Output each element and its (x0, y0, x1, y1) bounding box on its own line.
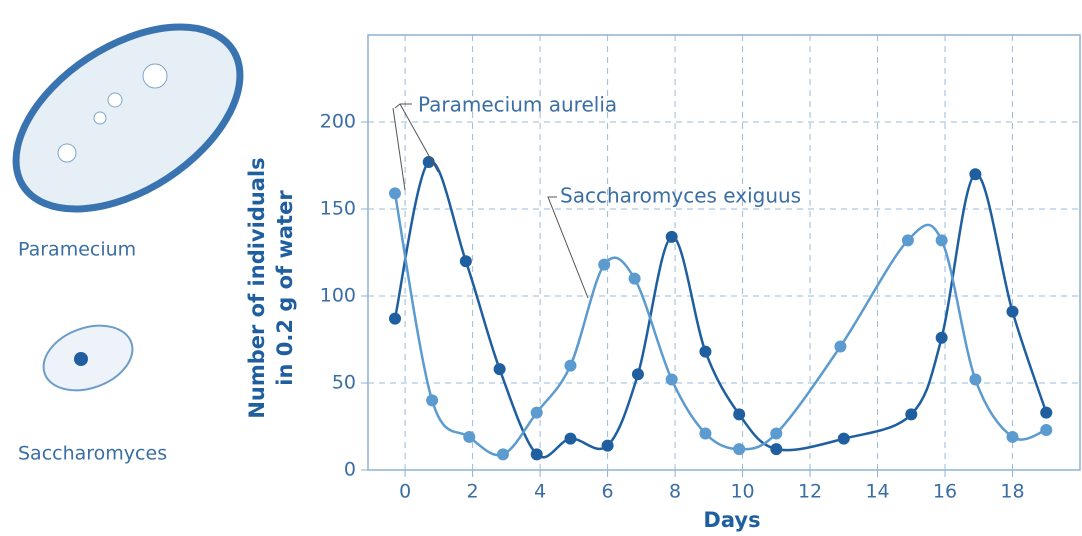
paramecium-illustration (12, 23, 244, 213)
data-point (598, 258, 611, 271)
data-point (493, 363, 506, 376)
y-tick-label: 200 (320, 111, 356, 133)
x-axis-label: Days (703, 508, 760, 532)
illustration-label: Saccharomyces (18, 443, 167, 465)
data-point (770, 443, 783, 456)
data-point (1006, 305, 1019, 318)
data-point (426, 394, 439, 407)
data-point (496, 448, 509, 461)
data-point (733, 443, 746, 456)
data-point (530, 448, 543, 461)
data-point (665, 373, 678, 386)
saccharomyces-illustration (42, 324, 134, 392)
data-point (935, 234, 948, 247)
data-point (733, 408, 746, 421)
data-point (388, 187, 401, 200)
y-tick-label: 50 (332, 372, 356, 394)
data-point (463, 430, 476, 443)
grid (361, 35, 1080, 477)
data-point (969, 373, 982, 386)
y-axis-label: in 0.2 g of water (273, 190, 297, 386)
x-tick-label: 4 (534, 481, 546, 503)
annotation: Paramecium aurelia (418, 93, 617, 117)
x-tick-label: 10 (730, 481, 754, 503)
data-point (530, 406, 543, 419)
data-point (1040, 406, 1053, 419)
data-point (905, 408, 918, 421)
leader (547, 196, 589, 299)
leader (392, 107, 406, 191)
x-tick-label: 8 (669, 481, 681, 503)
data-point (770, 427, 783, 440)
y-axis-label: Number of individuals (245, 157, 269, 418)
x-tick-label: 0 (399, 481, 411, 503)
illustration-label: Paramecium (18, 239, 136, 261)
leader (399, 103, 439, 173)
data-point (665, 230, 678, 243)
data-point (935, 331, 948, 344)
plot-frame (367, 34, 1081, 471)
data-point (388, 312, 401, 325)
data-point (601, 439, 614, 452)
y-tick-label: 0 (344, 459, 356, 481)
data-point (699, 345, 712, 358)
x-tick-label: 14 (865, 481, 889, 503)
x-tick-label: 18 (1000, 481, 1024, 503)
y-tick-label: 100 (320, 285, 356, 307)
data-point (422, 156, 435, 169)
series-line (393, 160, 1048, 459)
data-point (837, 432, 850, 445)
data-point (459, 255, 472, 268)
data-point (699, 427, 712, 440)
x-tick-label: 12 (798, 481, 822, 503)
x-tick-label: 6 (602, 481, 614, 503)
data-point (1006, 430, 1019, 443)
data-point (631, 368, 644, 381)
data-point (628, 272, 641, 285)
data-point (901, 234, 914, 247)
x-tick-label: 2 (467, 481, 479, 503)
data-point (564, 359, 577, 372)
x-tick-label: 16 (933, 481, 957, 503)
leader (394, 103, 412, 109)
data-point (969, 168, 982, 181)
y-tick-label: 150 (320, 198, 356, 220)
annotation: Saccharomyces exiguus (560, 184, 801, 208)
series-line (393, 193, 1047, 457)
data-point (564, 432, 577, 445)
lines (388, 156, 1053, 461)
data-point (1040, 423, 1053, 436)
data-point (834, 340, 847, 353)
